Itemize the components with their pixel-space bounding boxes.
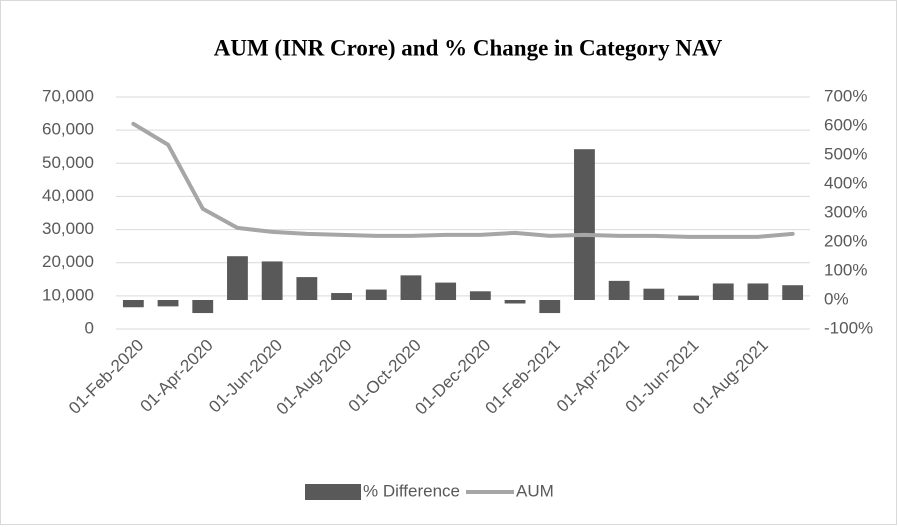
bar — [574, 149, 595, 300]
y2-tick-label: 700% — [824, 86, 867, 105]
legend-label: AUM — [516, 481, 554, 500]
bar — [227, 256, 248, 300]
bar — [296, 277, 318, 300]
y-tick-label: 70,000 — [42, 86, 94, 105]
y2-tick-label: 0% — [824, 289, 849, 308]
bar — [608, 280, 630, 300]
y-tick-label: 30,000 — [42, 219, 94, 238]
bar — [782, 285, 804, 300]
bar — [747, 283, 769, 300]
y-tick-label: 40,000 — [42, 186, 94, 205]
y2-tick-label: 500% — [824, 144, 867, 163]
chart-title: AUM (INR Crore) and % Change in Category… — [214, 35, 723, 60]
bar — [157, 300, 179, 307]
bar — [504, 300, 526, 304]
bar — [122, 300, 144, 308]
bar — [678, 295, 699, 300]
bar — [539, 300, 561, 314]
bar — [400, 275, 422, 300]
bar — [192, 300, 214, 314]
y-tick-label: 20,000 — [42, 252, 94, 271]
y-tick-label: 10,000 — [42, 285, 94, 304]
bar — [469, 291, 491, 300]
line — [131, 121, 795, 239]
y2-tick-label: 600% — [824, 115, 867, 134]
y2-tick-label: -100% — [824, 318, 873, 337]
legend-swatch — [305, 484, 361, 500]
bar — [643, 288, 665, 300]
bar — [365, 289, 387, 300]
y-tick-label: 0 — [85, 318, 94, 337]
y2-tick-label: 100% — [824, 260, 867, 279]
bar — [712, 283, 734, 300]
y2-tick-label: 400% — [824, 173, 867, 192]
y2-tick-label: 300% — [824, 202, 867, 221]
bar — [435, 282, 457, 300]
y2-tick-label: 200% — [824, 231, 867, 250]
bar — [261, 261, 283, 300]
y-tick-label: 60,000 — [42, 120, 94, 139]
legend-label: % Difference — [363, 481, 460, 500]
y-tick-label: 50,000 — [42, 153, 94, 172]
bar — [331, 293, 352, 300]
